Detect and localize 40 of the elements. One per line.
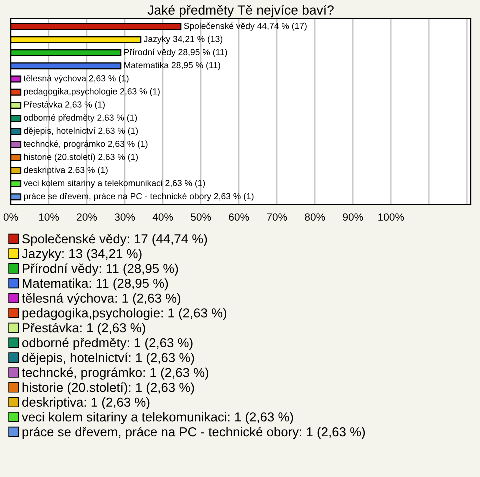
- x-tick-label: 40%: [152, 214, 174, 221]
- text: Společenské vědy: 17 (44,74 %): [22, 234, 208, 246]
- data-label: pedagogika,psychologie 2,63 % (1): [24, 88, 160, 96]
- text: veci kolem sitariny a telekomunikaci: 1 (2,63 %): [22, 412, 294, 424]
- data-label: Přírodní vědy 28,95 % (11): [124, 48, 228, 58]
- text: Jazyky: 13 (34,21 %): [22, 248, 142, 261]
- data-label: Jazyky 34,21 % (13): [144, 36, 223, 44]
- text: dějepis, hotelnictví: 1 (2,63 %): [22, 352, 194, 366]
- x-tick-label: 30%: [115, 214, 136, 221]
- data-label: Matematika 28,95 % (11): [124, 62, 220, 70]
- data-label: veci kolem sitariny a telekomunikaci 2,63 % (1): [24, 180, 206, 188]
- data-label: tělesná výchova 2,63 % (1): [24, 75, 129, 84]
- text: Přírodní vědy: 11 (28,95 %): [23, 264, 178, 276]
- x-tick-label: 100%: [378, 214, 404, 221]
- data-label: techncké, prográmko 2,63 % (1): [24, 140, 148, 149]
- x-tick-label: 90%: [343, 214, 364, 221]
- x-tick-label: 10%: [39, 214, 60, 221]
- text: Matematika: 11 (28,95 %): [23, 278, 168, 291]
- data-label: Přestávka 2,63 % (1): [24, 101, 105, 110]
- x-tick-label: 80%: [305, 214, 326, 221]
- x-tick-label: 20%: [77, 214, 98, 221]
- data-label: dějepis, hotelnictví 2,63 % (1): [24, 128, 138, 136]
- x-tick-label: 60%: [229, 214, 250, 221]
- x-tick-label: 50%: [191, 214, 212, 221]
- text: Přestávka: 1 (2,63 %): [23, 323, 146, 336]
- text: deskriptiva: 1 (2,63 %): [22, 398, 150, 410]
- text: práce se dřevem, práce na PC - technické obory: 1 (2,63 %): [22, 427, 366, 440]
- data-label: deskriptiva 2,63 % (1): [24, 166, 108, 176]
- data-label: historie (20.století) 2,63 % (1): [24, 154, 138, 162]
- text: pedagogika,psychologie: 1 (2,63 %): [22, 308, 227, 320]
- data-label: odborné předměty 2,63 % (1): [24, 114, 138, 123]
- text: historie (20.století): 1 (2,63 %): [22, 382, 194, 395]
- data-label: Společenské vědy 44,74 % (17): [184, 22, 307, 31]
- text: tělesná výchova: 1 (2,63 %): [22, 293, 181, 306]
- chart-title: Jaké předměty Tě nejvíce baví?: [148, 5, 334, 18]
- text: odborné předměty: 1 (2,63 %): [22, 338, 193, 350]
- text: techncké, prográmko: 1 (2,63 %): [22, 368, 209, 380]
- data-label: práce se dřevem, práce na PC - technické obory 2,63 % (1): [24, 193, 254, 202]
- x-tick-label: 0%: [4, 214, 18, 221]
- x-tick-label: 70%: [267, 214, 288, 221]
